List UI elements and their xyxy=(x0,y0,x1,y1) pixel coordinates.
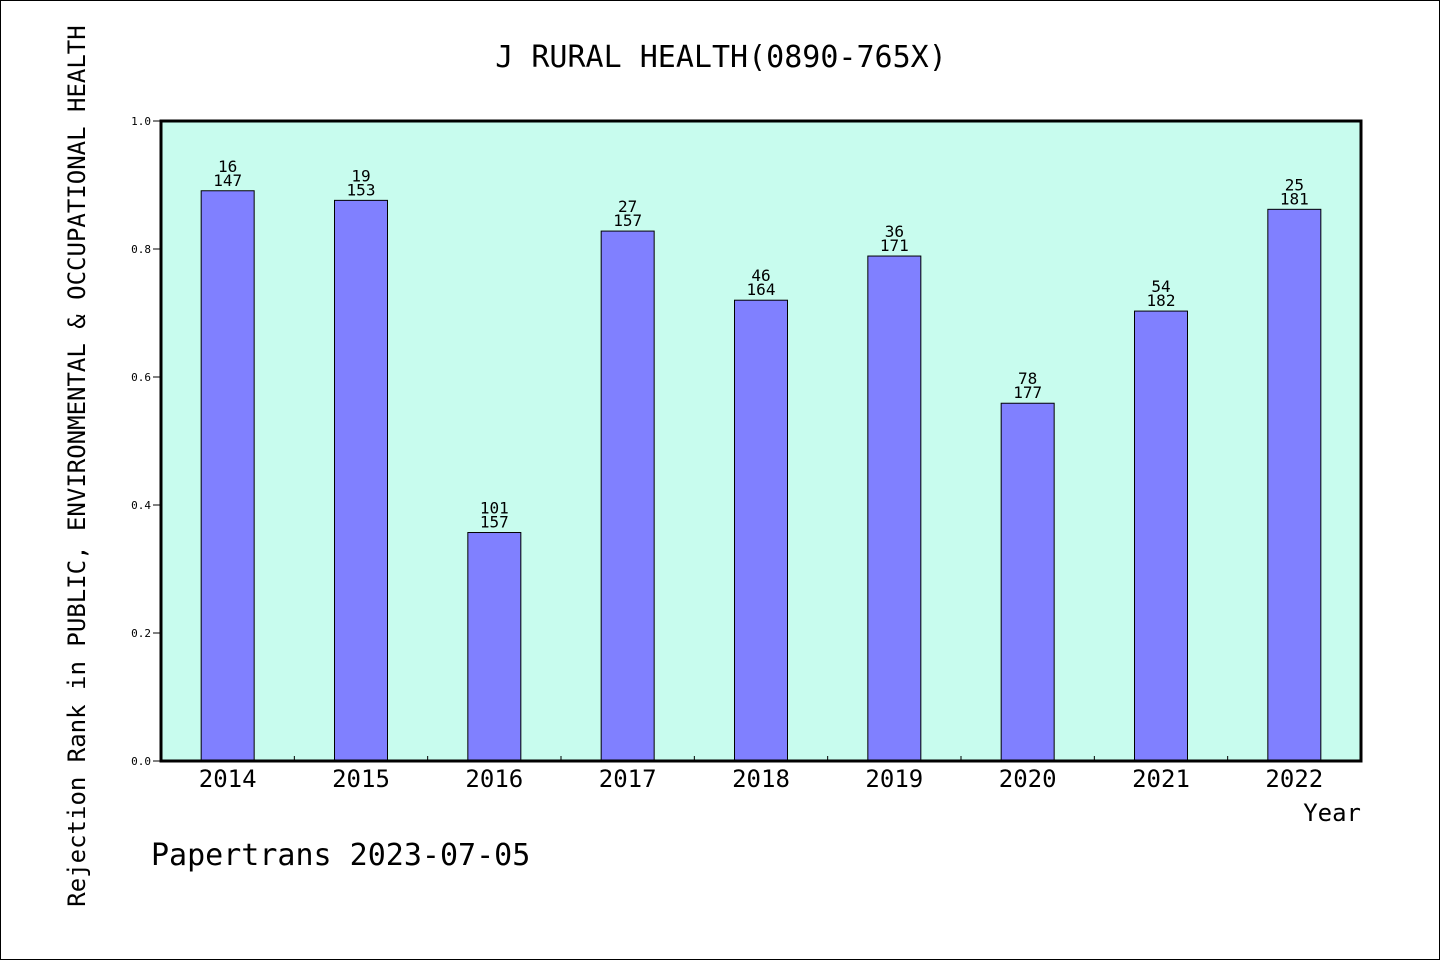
y-tick-label: 0.2 xyxy=(131,627,151,640)
x-tick-label: 2022 xyxy=(1265,765,1323,793)
bar xyxy=(867,255,922,762)
x-tick-label: 2016 xyxy=(465,765,523,793)
axis-ticks: 0.0 0.2 0.4 0.6 0.8 1.0 xyxy=(131,115,1229,768)
bar xyxy=(600,230,655,762)
x-tick-label: 2017 xyxy=(599,765,657,793)
bar xyxy=(200,190,255,762)
bar-label-total: 147 xyxy=(213,171,242,190)
x-tick-label: 2019 xyxy=(865,765,923,793)
bar xyxy=(467,532,522,762)
x-axis-label: Year xyxy=(1303,799,1361,827)
bar xyxy=(734,299,788,762)
y-tick-label: 0.0 xyxy=(131,755,151,768)
plot-border xyxy=(159,119,1363,763)
footer-credit: Papertrans 2023-07-05 xyxy=(151,838,530,873)
y-tick-label: 0.4 xyxy=(131,499,151,512)
x-tick-label: 2014 xyxy=(199,765,257,793)
x-tick-label: 2018 xyxy=(732,765,790,793)
y-tick-label: 0.6 xyxy=(131,371,151,384)
bar-label-total: 157 xyxy=(480,513,509,532)
chart-title: J RURAL HEALTH(0890-765X) xyxy=(495,40,947,75)
bars-group: 1614720141915320151011572016271572017461… xyxy=(199,157,1323,793)
y-tick-label: 0.8 xyxy=(131,243,151,256)
bar-label-rank: 19 xyxy=(351,166,370,185)
bar xyxy=(1267,208,1322,762)
bar-label-total: 181 xyxy=(1280,189,1309,208)
bar-label-total: 157 xyxy=(613,211,642,230)
bar-label-rank: 54 xyxy=(1151,277,1170,296)
x-tick-label: 2021 xyxy=(1132,765,1190,793)
bar-label-total: 164 xyxy=(747,280,776,299)
bar-label-rank: 101 xyxy=(480,499,509,518)
y-axis-label: Rejection Rank in PUBLIC, ENVIRONMENTAL … xyxy=(63,25,91,906)
bar xyxy=(1134,310,1188,762)
bar xyxy=(334,199,388,762)
x-tick-label: 2015 xyxy=(332,765,390,793)
bar xyxy=(1000,402,1055,762)
bar-label-rank: 78 xyxy=(1018,369,1037,388)
x-tick-label: 2020 xyxy=(999,765,1057,793)
bar-label-rank: 16 xyxy=(218,157,237,176)
bar-label-total: 182 xyxy=(1147,291,1176,310)
bar-label-total: 171 xyxy=(880,236,909,255)
bar-label-rank: 25 xyxy=(1285,175,1304,194)
bar-label-total: 177 xyxy=(1013,383,1042,402)
bar-label-rank: 46 xyxy=(751,266,770,285)
y-tick-label: 1.0 xyxy=(131,115,151,128)
bar-label-rank: 36 xyxy=(885,222,904,241)
bar-label-total: 153 xyxy=(347,180,376,199)
bar-label-rank: 27 xyxy=(618,197,637,216)
